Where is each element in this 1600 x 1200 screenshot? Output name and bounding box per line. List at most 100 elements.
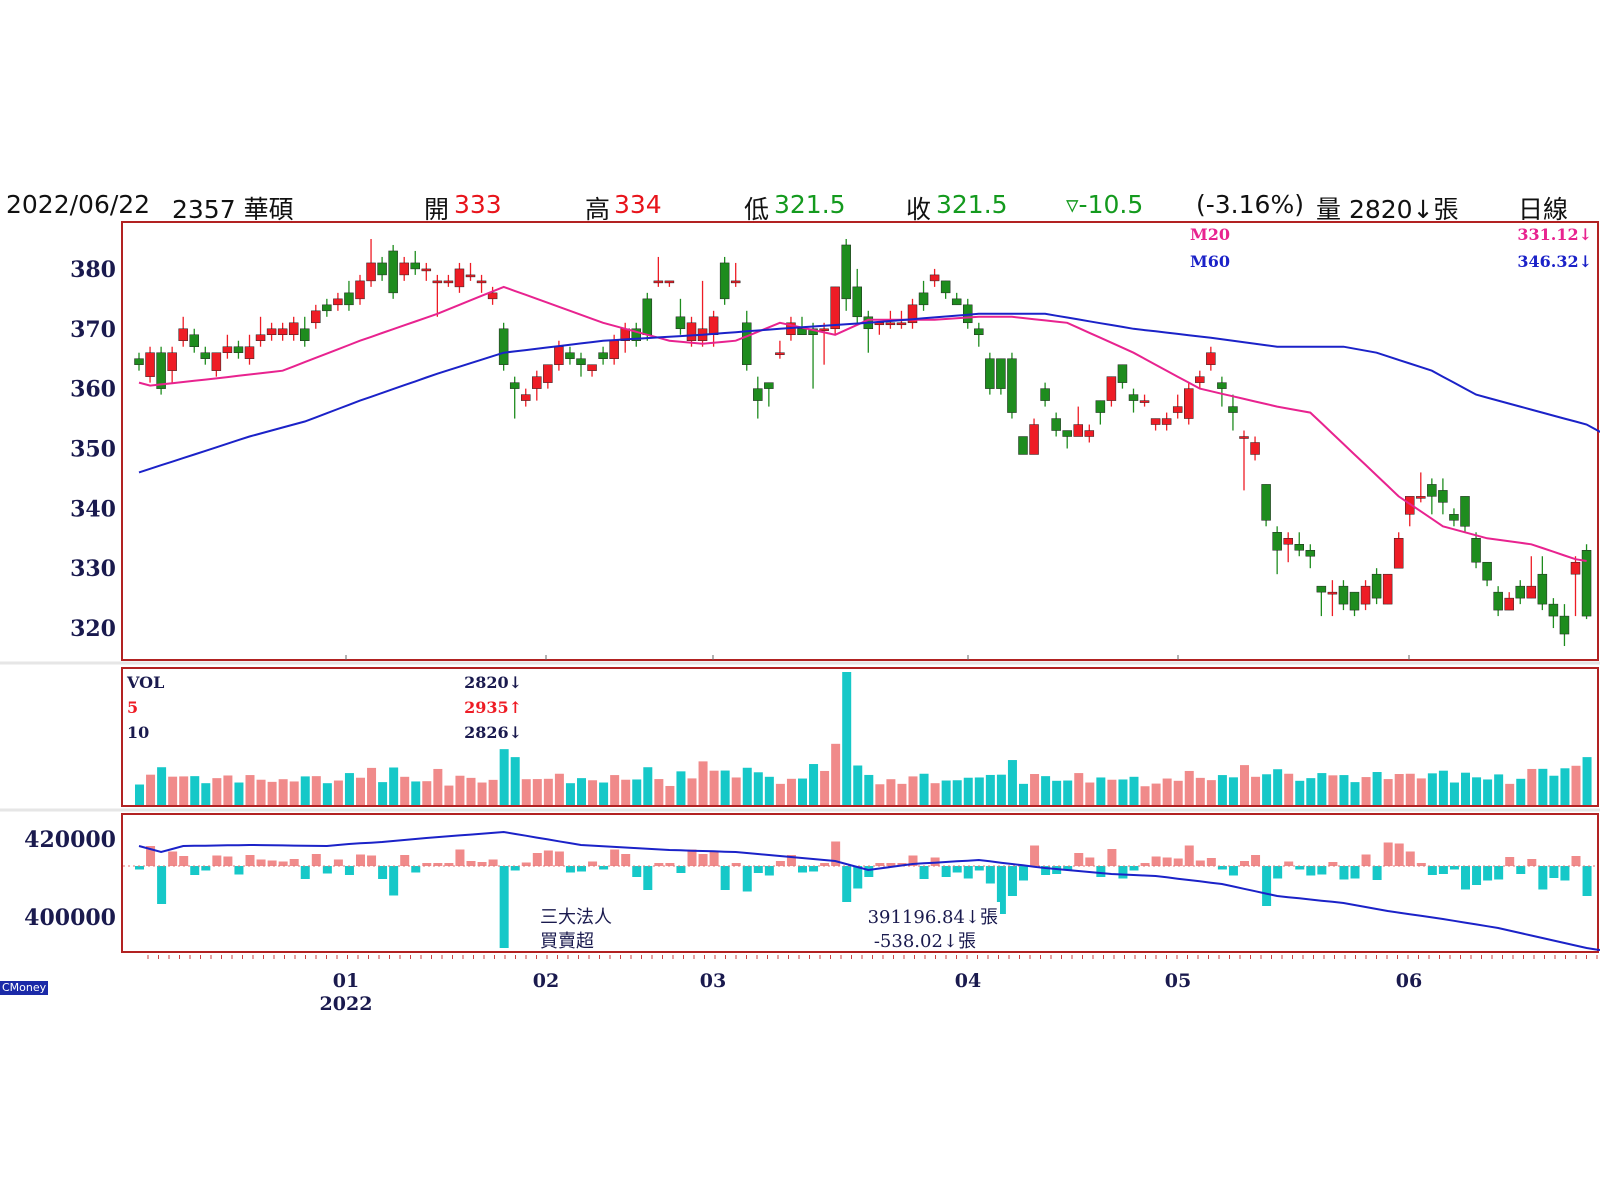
volume-bar	[234, 782, 244, 805]
price-tick-label: 350	[70, 436, 116, 462]
candle-body	[465, 274, 476, 278]
candle-body	[1382, 573, 1393, 605]
net-buy-sell-bar	[367, 855, 377, 866]
candle-body	[322, 304, 332, 312]
candle-body	[366, 262, 376, 282]
month-tick-label: 04	[955, 970, 981, 992]
volume-bar	[1383, 779, 1393, 805]
volume-bar	[621, 779, 631, 805]
net-buy-sell-bar	[1173, 858, 1183, 866]
volume-bar	[521, 779, 531, 805]
ma60-line	[138, 312, 1600, 474]
net-buy-sell-bar	[1019, 866, 1028, 881]
volume-bar	[146, 774, 156, 805]
net-buy-sell-bar	[577, 866, 586, 872]
volume-bar	[344, 773, 354, 805]
volume-bar	[245, 775, 255, 805]
volume-bar	[554, 773, 564, 805]
volume-bar	[1295, 780, 1305, 805]
volume-bar	[422, 781, 432, 805]
volume-bar	[632, 779, 642, 805]
net-buy-sell-bar	[565, 866, 575, 873]
volume-bar	[1516, 778, 1526, 805]
net-buy-sell-bar	[775, 861, 785, 866]
candle-body	[1427, 484, 1437, 497]
volume-bar	[941, 780, 951, 805]
net-buy-sell-bar	[1140, 863, 1150, 866]
volume-bar	[654, 779, 664, 805]
net-buy-sell-bar	[941, 866, 951, 877]
net-buy-sell-bar	[1494, 866, 1504, 880]
candle-body	[1150, 418, 1161, 425]
net-buy-sell-bar	[621, 854, 631, 866]
volume-bar	[1030, 774, 1040, 805]
net-buy-sell-bar	[455, 849, 465, 866]
net-buy-sell-bar	[1472, 866, 1482, 885]
candle-body	[410, 262, 420, 270]
net-buy-sell-bar	[1416, 863, 1426, 866]
moving-average-lines	[138, 285, 1600, 562]
volume-bar	[1096, 777, 1106, 805]
volume-bar	[1206, 780, 1216, 805]
volume-bar	[411, 781, 421, 805]
candle-body	[653, 280, 664, 284]
candle-body	[244, 346, 255, 359]
candle-body	[1305, 549, 1316, 557]
net-buy-sell-bar	[157, 866, 167, 904]
net-buy-sell-bar	[234, 866, 244, 875]
candle-body	[1327, 591, 1338, 595]
net-buy-sell-bar	[1361, 854, 1371, 866]
net-buy-sell-bar	[875, 863, 885, 866]
change-value: ▿-10.5	[1066, 190, 1144, 219]
candle-body	[1537, 573, 1548, 605]
volume-bar	[1041, 776, 1051, 805]
volume-bar	[731, 777, 741, 805]
volume-bar	[1129, 776, 1139, 805]
candle-body	[1018, 436, 1028, 455]
net-buy-sell-bar	[1129, 866, 1139, 871]
volume-bar	[1405, 773, 1415, 805]
net-buy-sell-bar	[1461, 866, 1470, 890]
net-buy-sell-bar	[146, 846, 156, 866]
volume-bar	[444, 785, 454, 805]
volume-bar	[886, 779, 896, 805]
candle-body	[1283, 538, 1293, 545]
net-buy-sell-bar	[1184, 845, 1194, 866]
candle-body	[1184, 388, 1194, 419]
candle-body	[1029, 424, 1039, 455]
net-buy-sell-bar	[532, 853, 542, 866]
volume-bar	[499, 749, 509, 805]
candle-body	[852, 286, 862, 318]
candle-body	[1073, 424, 1083, 437]
net-buy-sell-bar	[1560, 866, 1570, 881]
volume-bar	[1328, 775, 1338, 805]
candlestick-series	[134, 238, 1592, 647]
candle-body	[1504, 597, 1514, 611]
low-label: 低	[744, 195, 770, 224]
net-buy-sell-bar	[1405, 851, 1415, 866]
volume-bar	[1052, 780, 1062, 805]
net-buy-sell-bar	[1383, 842, 1393, 866]
net-buy-sell-bar	[731, 863, 741, 866]
candle-body	[565, 352, 575, 359]
price-tick-label: 340	[70, 496, 116, 522]
volume-bar	[764, 776, 774, 805]
candle-body	[1128, 394, 1139, 401]
net-buy-sell-bar	[842, 866, 852, 904]
candle-body	[1493, 591, 1503, 611]
volume-bar	[1151, 783, 1161, 805]
net-buy-sell-bar	[1085, 857, 1095, 866]
volume-bar	[300, 776, 310, 805]
net-buy-sell-bar	[1350, 866, 1360, 879]
vol10-legend-value: 2826↓	[464, 723, 522, 742]
candle-body	[1515, 585, 1525, 599]
net-buy-sell-bar	[223, 856, 233, 866]
net-buy-sell-bar	[952, 866, 962, 873]
volume-bar	[322, 783, 332, 805]
volume-bar	[565, 783, 575, 805]
net-buy-sell-bar	[643, 866, 653, 890]
price-tick-label: 320	[70, 616, 116, 642]
vol10-legend-name: 10	[127, 723, 149, 742]
candle-body	[1360, 585, 1371, 605]
candle-body	[1106, 376, 1117, 401]
